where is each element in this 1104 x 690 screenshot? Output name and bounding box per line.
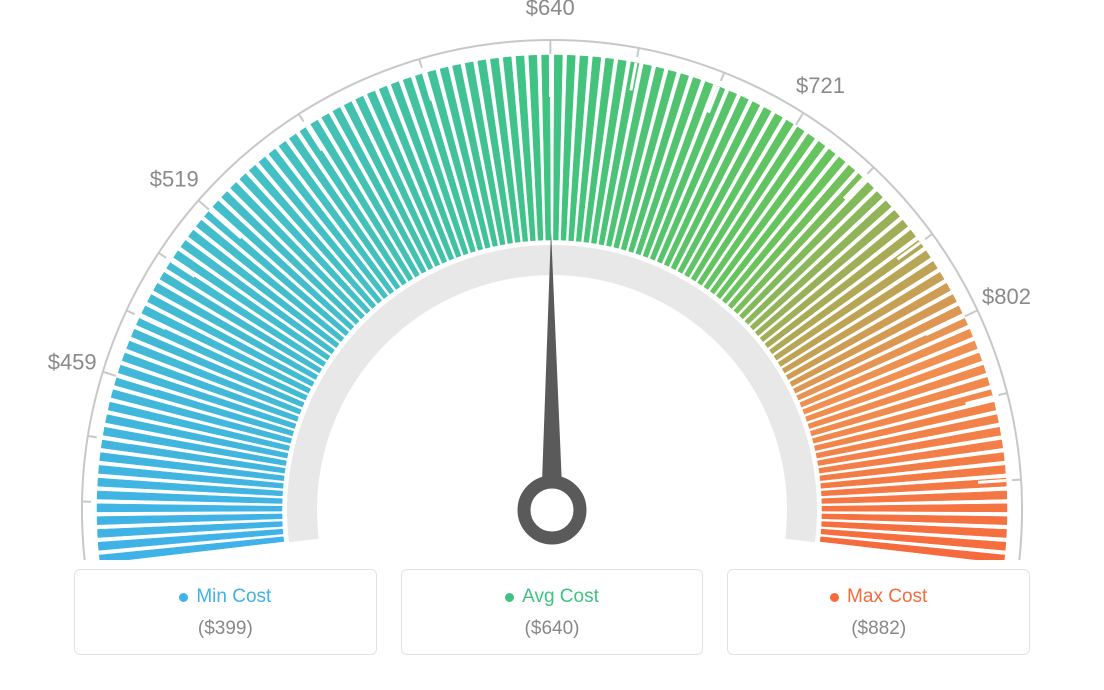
legend-card-min: Min Cost ($399) [74, 569, 377, 655]
legend-title-max: Max Cost [830, 586, 927, 608]
legend-label-max: Max Cost [847, 586, 927, 608]
legend-value-max: ($882) [728, 618, 1029, 640]
legend-dot-min [179, 593, 188, 602]
svg-text:$882: $882 [1026, 558, 1075, 560]
legend-dot-max [830, 593, 839, 602]
legend-title-avg: Avg Cost [505, 586, 599, 608]
legend-dot-avg [505, 593, 514, 602]
legend-card-max: Max Cost ($882) [727, 569, 1030, 655]
svg-text:$399: $399 [29, 558, 78, 560]
legend-label-min: Min Cost [196, 586, 271, 608]
chart-container: $399 $459 $519 $640 $721 $802 $882 Min Cost ($… [0, 0, 1104, 690]
legend-card-avg: Avg Cost ($640) [401, 569, 704, 655]
svg-text:$640: $640 [526, 0, 575, 20]
svg-text:$721: $721 [796, 73, 845, 98]
legend-value-avg: ($640) [402, 618, 703, 640]
gauge-svg: $399 $459 $519 $640 $721 $802 $882 [0, 0, 1104, 560]
legend-title-min: Min Cost [179, 586, 271, 608]
legend-row: Min Cost ($399) Avg Cost ($640) Max Cost… [74, 569, 1030, 655]
svg-text:$459: $459 [48, 349, 97, 374]
legend-value-min: ($399) [75, 618, 376, 640]
gauge-chart: $399 $459 $519 $640 $721 $802 $882 [0, 0, 1104, 560]
svg-text:$519: $519 [150, 166, 199, 191]
legend-label-avg: Avg Cost [522, 586, 599, 608]
svg-text:$802: $802 [982, 284, 1031, 309]
